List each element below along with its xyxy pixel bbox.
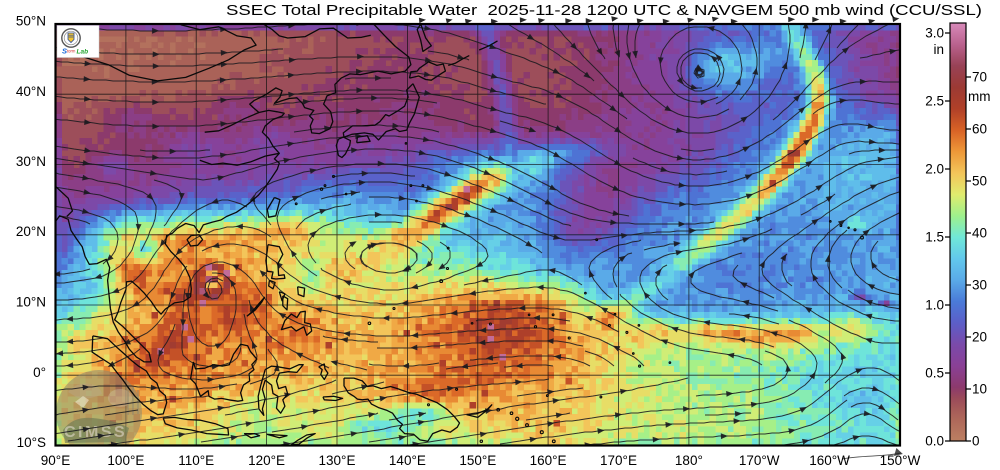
svg-text:in: in [933,42,944,57]
svg-text:20: 20 [972,330,987,345]
svg-text:2.5: 2.5 [925,94,944,109]
svg-text:0.0: 0.0 [925,434,944,449]
svg-text:3.0: 3.0 [925,26,944,41]
svg-text:50°N: 50°N [16,14,46,29]
svg-text:110°E: 110°E [178,453,214,468]
svg-text:10°N: 10°N [16,295,46,310]
svg-text:30°N: 30°N [16,154,46,169]
svg-text:150°W: 150°W [880,453,921,468]
svg-text:140°E: 140°E [389,453,426,468]
svg-text:150°E: 150°E [459,453,496,468]
svg-text:0°: 0° [33,365,46,380]
svg-text:160°W: 160°W [809,453,850,468]
svg-text:170°E: 170°E [600,453,637,468]
svg-text:10: 10 [972,382,987,397]
svg-text:50: 50 [972,174,987,189]
svg-text:2.0: 2.0 [925,162,944,177]
svg-text:10°S: 10°S [17,435,46,450]
svg-text:40°N: 40°N [16,84,46,99]
svg-text:60: 60 [972,122,987,137]
svg-text:180°: 180° [675,453,703,468]
svg-text:130°E: 130°E [319,453,356,468]
svg-text:CIMSS: CIMSS [64,424,127,441]
svg-text:30: 30 [972,278,987,293]
svg-text:90°E: 90°E [41,453,70,468]
svg-text:SSEC Total Precipitable Water: SSEC Total Precipitable Water 2025-11-28… [226,3,982,19]
svg-text:20°N: 20°N [16,224,46,239]
svg-text:170°W: 170°W [739,453,780,468]
svg-text:0.5: 0.5 [925,366,944,381]
svg-text:Lab: Lab [77,49,89,56]
svg-text:1.5: 1.5 [925,230,944,245]
svg-text:120°E: 120°E [248,453,285,468]
svg-text:40: 40 [972,226,987,241]
svg-text:1.0: 1.0 [925,298,944,313]
svg-text:100°E: 100°E [107,453,144,468]
svg-text:torm: torm [67,49,76,54]
svg-text:160°E: 160°E [530,453,567,468]
svg-text:S: S [62,47,67,56]
svg-text:0: 0 [972,434,980,449]
svg-text:mm: mm [968,89,991,104]
svg-text:70: 70 [972,70,987,85]
